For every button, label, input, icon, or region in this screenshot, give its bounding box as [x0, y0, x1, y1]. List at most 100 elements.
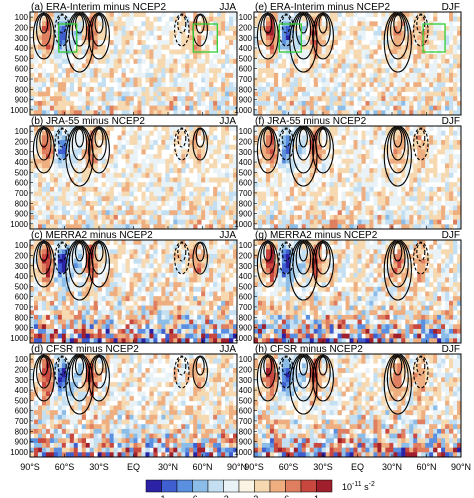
anomaly-cell — [329, 105, 334, 111]
anomaly-cell — [449, 158, 454, 164]
anomaly-cell — [121, 214, 126, 220]
anomaly-cell — [101, 305, 106, 311]
anomaly-cell — [61, 40, 67, 46]
anomaly-cell — [41, 286, 47, 292]
anomaly-cell — [133, 77, 138, 83]
anomaly-cell — [221, 82, 226, 88]
anomaly-cell — [337, 163, 342, 169]
anomaly-cell — [289, 219, 295, 225]
anomaly-cell — [229, 254, 234, 260]
anomaly-cell — [409, 182, 414, 188]
anomaly-cell — [325, 49, 330, 55]
anomaly-cell — [457, 100, 461, 106]
anomaly-cell — [429, 140, 434, 146]
anomaly-cell — [97, 310, 102, 316]
anomaly-cell — [49, 26, 55, 32]
anomaly-cell — [45, 277, 51, 283]
anomaly-cell — [161, 263, 166, 269]
anomaly-cell — [254, 182, 259, 188]
anomaly-cell — [445, 200, 450, 206]
anomaly-cell — [449, 68, 454, 74]
anomaly-cell — [389, 158, 394, 164]
anomaly-cell — [209, 324, 214, 330]
anomaly-cell — [113, 263, 118, 269]
anomaly-cell — [409, 26, 414, 32]
anomaly-cell — [109, 286, 114, 292]
anomaly-cell — [133, 240, 138, 245]
anomaly-cell — [281, 154, 287, 160]
anomaly-cell — [317, 40, 322, 46]
anomaly-cell — [405, 100, 410, 106]
anomaly-cell — [61, 44, 67, 50]
panel-field — [254, 240, 461, 343]
anomaly-cell — [445, 163, 450, 169]
anomaly-cell — [129, 126, 134, 131]
anomaly-cell — [61, 291, 67, 297]
anomaly-cell — [349, 49, 354, 55]
anomaly-cell — [349, 82, 354, 88]
anomaly-cell — [149, 310, 154, 316]
anomaly-cell — [265, 100, 271, 106]
anomaly-cell — [65, 305, 71, 311]
anomaly-cell — [61, 224, 67, 229]
anomaly-cell — [69, 200, 75, 206]
anomaly-cell — [61, 268, 67, 274]
anomaly-cell — [441, 144, 446, 150]
anomaly-cell — [181, 63, 186, 69]
anomaly-cell — [417, 72, 422, 78]
anomaly-cell — [189, 282, 194, 288]
anomaly-cell — [113, 219, 118, 225]
anomaly-cell — [105, 314, 110, 320]
anomaly-cell — [229, 35, 234, 41]
anomaly-cell — [113, 333, 118, 339]
anomaly-cell — [97, 91, 102, 97]
anomaly-cell — [229, 21, 234, 27]
anomaly-cell — [369, 210, 374, 216]
anomaly-cell — [233, 328, 237, 334]
anomaly-cell — [437, 77, 442, 83]
anomaly-cell — [389, 16, 394, 22]
anomaly-cell — [417, 168, 422, 174]
anomaly-cell — [277, 182, 283, 188]
anomaly-cell — [233, 30, 237, 36]
anomaly-cell — [397, 196, 402, 202]
anomaly-cell — [73, 105, 79, 111]
anomaly-cell — [369, 12, 374, 17]
anomaly-cell — [85, 68, 91, 74]
anomaly-cell — [201, 333, 206, 339]
anomaly-cell — [121, 305, 126, 311]
anomaly-cell — [397, 16, 402, 22]
anomaly-cell — [53, 310, 59, 316]
anomaly-cell — [333, 182, 338, 188]
anomaly-cell — [57, 324, 63, 330]
anomaly-cell — [141, 158, 146, 164]
anomaly-cell — [53, 58, 59, 64]
anomaly-cell — [225, 135, 230, 141]
anomaly-cell — [185, 44, 190, 50]
anomaly-cell — [345, 210, 350, 216]
anomaly-cell — [93, 324, 98, 330]
anomaly-cell — [53, 286, 59, 292]
anomaly-cell — [273, 154, 279, 160]
anomaly-cell — [297, 214, 303, 220]
anomaly-cell — [285, 249, 291, 255]
anomaly-cell — [449, 105, 454, 111]
anomaly-cell — [353, 186, 358, 192]
anomaly-cell — [393, 154, 398, 160]
anomaly-cell — [77, 333, 83, 339]
anomaly-cell — [153, 82, 158, 88]
anomaly-cell — [313, 240, 318, 245]
anomaly-cell — [333, 191, 338, 197]
highlight-box — [278, 23, 302, 53]
anomaly-cell — [181, 35, 186, 41]
anomaly-cell — [373, 200, 378, 206]
anomaly-cell — [397, 140, 402, 146]
anomaly-cell — [65, 12, 71, 17]
anomaly-cell — [353, 214, 358, 220]
anomaly-cell — [85, 305, 91, 311]
anomaly-cell — [297, 158, 303, 164]
anomaly-cell — [133, 91, 138, 97]
anomaly-cell — [265, 177, 271, 183]
anomaly-cell — [89, 310, 94, 316]
anomaly-cell — [213, 68, 218, 74]
